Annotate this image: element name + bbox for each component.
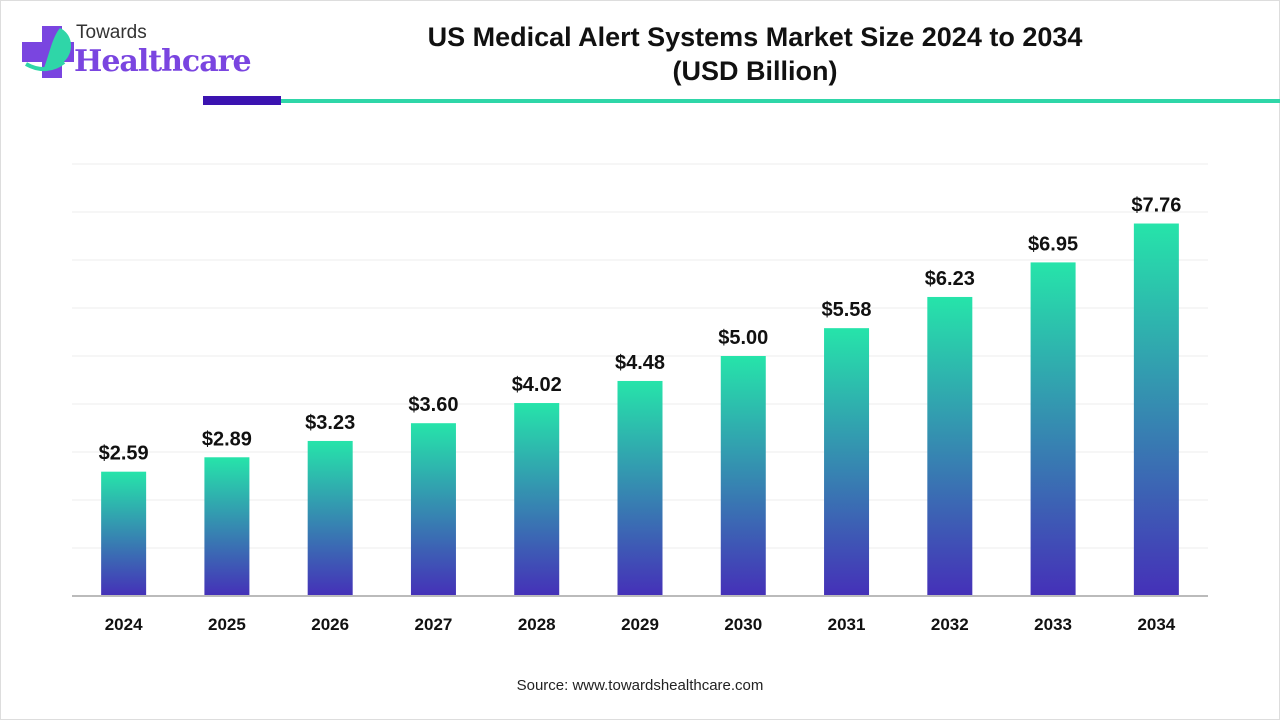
x-tick-label: 2028 <box>518 615 556 634</box>
bar-2025 <box>204 457 250 596</box>
x-tick-label: 2034 <box>1137 615 1175 634</box>
data-label: $2.89 <box>202 428 252 450</box>
bar-2033 <box>1030 262 1076 596</box>
x-tick-label: 2026 <box>311 615 349 634</box>
bar-2032 <box>927 296 973 596</box>
chart-title-line2: (USD Billion) <box>672 56 838 86</box>
bar-2030 <box>720 356 766 596</box>
bar-2034 <box>1133 223 1179 596</box>
x-tick-label: 2027 <box>415 615 453 634</box>
accent-bar-teal <box>281 99 1280 103</box>
data-label: $6.23 <box>925 268 975 290</box>
data-label: $5.00 <box>718 327 768 349</box>
accent-bar-dark <box>203 96 281 105</box>
x-tick-label: 2031 <box>828 615 866 634</box>
x-tick-label: 2025 <box>208 615 246 634</box>
source-note: Source: www.towardshealthcare.com <box>516 677 764 694</box>
bar-2031 <box>824 328 870 596</box>
bar-2029 <box>617 380 663 596</box>
x-tick-label: 2032 <box>931 615 969 634</box>
x-tick-label: 2029 <box>621 615 659 634</box>
bar-2024 <box>101 471 147 596</box>
data-label: $2.59 <box>99 443 149 465</box>
x-tick-label: 2030 <box>724 615 762 634</box>
medical-cross-leaf-icon <box>22 26 74 78</box>
chart-title-line1: US Medical Alert Systems Market Size 202… <box>427 22 1083 52</box>
bar-2027 <box>410 423 456 596</box>
data-label: $3.60 <box>408 394 458 416</box>
x-tick-label: 2024 <box>105 615 143 634</box>
data-label: $4.48 <box>615 352 665 374</box>
data-label: $4.02 <box>512 374 562 396</box>
data-label: $3.23 <box>305 412 355 434</box>
towards-healthcare-logo: Towards Healthcare <box>20 22 252 82</box>
logo-text-healthcare: Healthcare <box>74 44 252 79</box>
bar-2028 <box>514 403 560 596</box>
logo-text-towards: Towards <box>76 22 147 43</box>
data-label: $6.95 <box>1028 233 1078 255</box>
x-tick-label: 2033 <box>1034 615 1072 634</box>
data-label: $5.58 <box>822 299 872 321</box>
chart-title: US Medical Alert Systems Market Size 202… <box>300 20 1210 88</box>
data-label: $7.76 <box>1131 195 1181 217</box>
bar-2026 <box>307 440 353 596</box>
